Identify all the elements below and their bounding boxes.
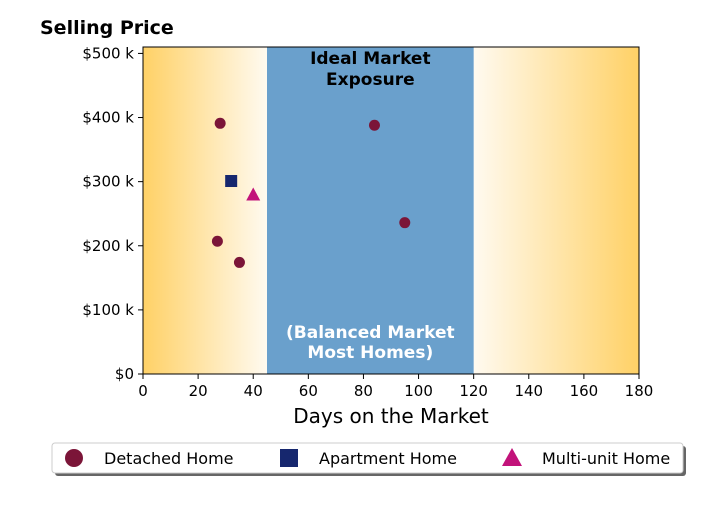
band-rect [267,47,474,374]
legend-apartment-home-marker [280,449,298,467]
left-gradient-region [143,47,267,374]
y-tick-label: $0 [115,365,134,383]
chart-title: Selling Price [40,17,174,39]
detached-home-point [399,217,411,229]
y-tick-label: $300 k [82,173,134,191]
legend: Detached Home Apartment Home Multi-unit Ho… [51,442,686,476]
legend-detached-home-label: Detached Home [104,449,234,468]
x-tick-label: 60 [299,382,318,400]
legend-detached-home-marker [65,449,83,467]
axes: 0 20 40 60 80 100 120 140 160 180 $0 $100 k $200 k $3… [82,44,653,400]
ideal-exposure-band [267,47,474,374]
y-tick-label: $100 k [82,301,134,319]
x-tick-label: 140 [514,382,543,400]
x-tick-label: 100 [404,382,433,400]
apartment-home-point [225,175,238,188]
detached-home-point [233,256,245,268]
y-tick-label: $200 k [82,237,134,255]
data-points [211,117,411,268]
plot-background [143,47,639,374]
x-tick-label: 0 [138,382,148,400]
x-tick-label: 40 [244,382,263,400]
legend-multi-unit-home-marker [502,448,522,466]
y-tick-label: $500 k [82,44,134,62]
x-tick-label: 80 [354,382,373,400]
detached-home-point [368,119,380,131]
band-labels: Ideal Market Exposure (Balanced Market M… [286,49,455,363]
band-bottom-label-line2: Most Homes) [307,343,433,363]
legend-multi-unit-home-label: Multi-unit Home [542,449,670,468]
multi-unit-home-point [246,187,261,201]
detached-home-point [211,235,223,247]
band-top-label-line1: Ideal Market [310,49,431,69]
band-top-label-line2: Exposure [326,70,415,90]
x-tick-label: 180 [625,382,654,400]
right-gradient-region [473,47,639,374]
legend-apartment-home-label: Apartment Home [319,449,457,468]
plot-frame [142,46,640,375]
x-axis-label: Days on the Market [293,404,489,428]
band-bottom-label-line1: (Balanced Market [286,323,455,343]
legend-box [51,442,684,474]
x-tick-label: 120 [459,382,488,400]
y-tick-label: $400 k [82,109,134,127]
x-tick-label: 20 [189,382,208,400]
detached-home-point [214,117,226,129]
x-tick-label: 160 [570,382,599,400]
